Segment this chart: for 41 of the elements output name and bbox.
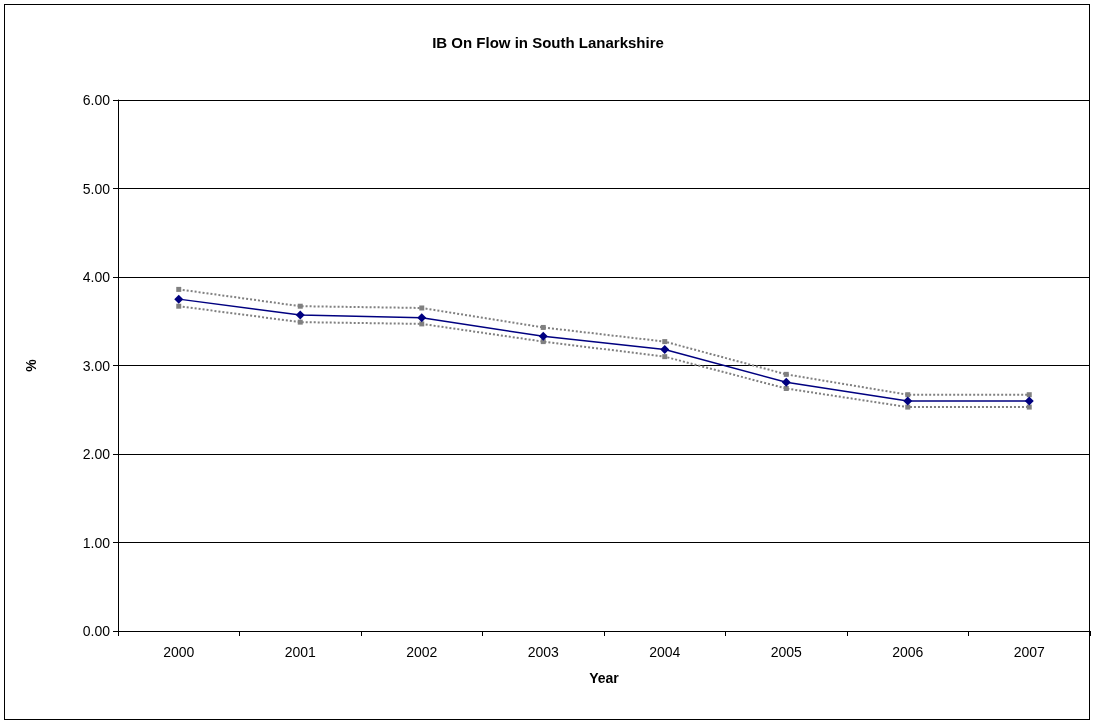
point	[662, 354, 668, 360]
point	[783, 371, 789, 377]
point	[905, 392, 911, 398]
x-tick-label: 2005	[770, 644, 803, 660]
point	[662, 339, 668, 345]
y-tick-label: 6.00	[82, 92, 111, 108]
point	[419, 321, 425, 327]
point	[176, 303, 182, 309]
point	[1026, 392, 1032, 398]
y-tick-label: 0.00	[82, 623, 111, 639]
y-axis-title: %	[23, 358, 39, 372]
point	[781, 377, 791, 387]
y-tick-label: 3.00	[82, 357, 111, 374]
point	[295, 310, 305, 320]
point	[297, 319, 303, 325]
point	[903, 396, 913, 406]
x-tick-label: 2004	[649, 644, 681, 660]
point	[905, 404, 911, 410]
chart-title: IB On Flow in South Lanarkshire	[432, 34, 664, 51]
y-tick-label: 1.00	[82, 534, 111, 551]
y-tick-label: 2.00	[82, 446, 111, 462]
y-tick-label: 4.00	[82, 269, 111, 285]
x-tick-label: 2006	[892, 644, 924, 660]
point	[176, 286, 182, 292]
point	[419, 305, 425, 311]
point	[538, 331, 548, 341]
x-tick-label: 2001	[284, 644, 317, 660]
x-axis-title: Year	[589, 670, 620, 686]
y-tick-label: 5.00	[82, 180, 111, 197]
x-tick-label: 2002	[406, 644, 438, 660]
point	[660, 345, 670, 355]
x-tick-label: 2007	[1013, 644, 1046, 660]
point	[783, 386, 789, 392]
x-tick-label: 2003	[527, 644, 560, 660]
point	[174, 294, 184, 304]
point	[540, 324, 546, 330]
point	[1024, 396, 1034, 406]
x-tick-label: 2000	[163, 644, 195, 660]
point	[297, 303, 303, 309]
point	[1026, 404, 1032, 410]
point	[417, 313, 427, 323]
